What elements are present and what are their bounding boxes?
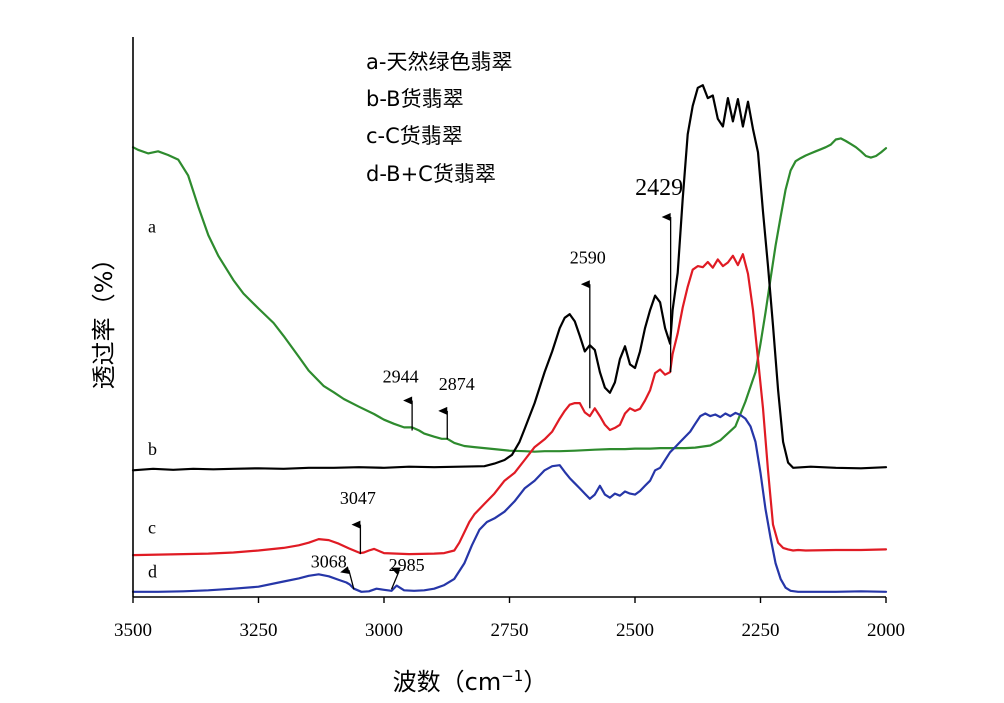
annotation-label-2944: 2944 [383,366,419,386]
x-tick-label-2750: 2750 [491,620,529,641]
legend-entry-c: c-C货翡翠 [366,124,463,148]
legend-entry-a: a-天然绿色翡翠 [366,50,512,74]
annotation-arrow-3068 [340,566,355,590]
series-line-b [131,84,888,472]
plot-area: a b c d 2944 2874 2590 2429 3047 3068 2985 [131,84,888,593]
x-tick-label-2000: 2000 [867,620,905,641]
series-line-c [131,253,888,557]
x-axis-title: 波数（cm−1） [393,667,548,696]
series-line-a [131,137,888,453]
annotation-label-2985: 2985 [389,555,425,575]
curve-label-c: c [148,517,156,537]
curve-label-d: d [148,561,157,581]
annotation-label-2874: 2874 [439,374,475,394]
legend: a-天然绿色翡翠 b-B货翡翠 c-C货翡翠 d-B+C货翡翠 [366,50,512,186]
curve-label-a: a [148,217,156,237]
legend-entry-d: d-B+C货翡翠 [366,162,496,186]
x-tick-label-3250: 3250 [240,620,278,641]
x-tick-label-3500: 3500 [114,620,152,641]
curve-label-b: b [148,439,157,459]
annotation-label-2590: 2590 [570,248,606,268]
series-line-d [131,411,888,593]
annotation-label-2429: 2429 [635,175,683,201]
annotation-label-3047: 3047 [340,488,376,508]
axes: 3500 3250 3000 2750 2500 2250 2000 [114,37,905,641]
annotation-label-3068: 3068 [311,552,347,572]
annotation-arrow-2985 [390,567,401,590]
x-tick-label-3000: 3000 [365,620,403,641]
x-tick-label-2500: 2500 [616,620,654,641]
x-tick-label-2250: 2250 [742,620,780,641]
legend-entry-b: b-B货翡翠 [366,87,464,111]
y-axis-title: 透过率（%） [90,247,118,390]
